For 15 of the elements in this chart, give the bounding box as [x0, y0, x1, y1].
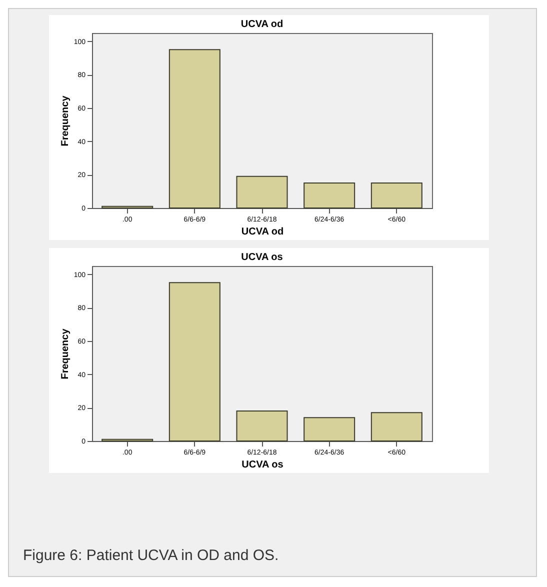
y-axis-title: Frequency	[60, 328, 71, 380]
caption: Figure 6: Patient UCVA in OD and OS.	[23, 547, 279, 564]
bar	[168, 49, 220, 208]
bar	[236, 176, 288, 208]
chart-title: UCVA os	[241, 252, 284, 263]
bar	[168, 282, 220, 442]
x-axis-title: UCVA os	[242, 460, 284, 470]
y-axis-title: Frequency	[60, 95, 71, 146]
bar	[304, 182, 356, 208]
bar	[304, 417, 356, 442]
bar	[370, 412, 422, 442]
chart-title: UCVA od	[240, 19, 284, 30]
bar	[370, 182, 422, 208]
x-axis-title: UCVA od	[241, 226, 284, 238]
bar	[236, 410, 288, 442]
